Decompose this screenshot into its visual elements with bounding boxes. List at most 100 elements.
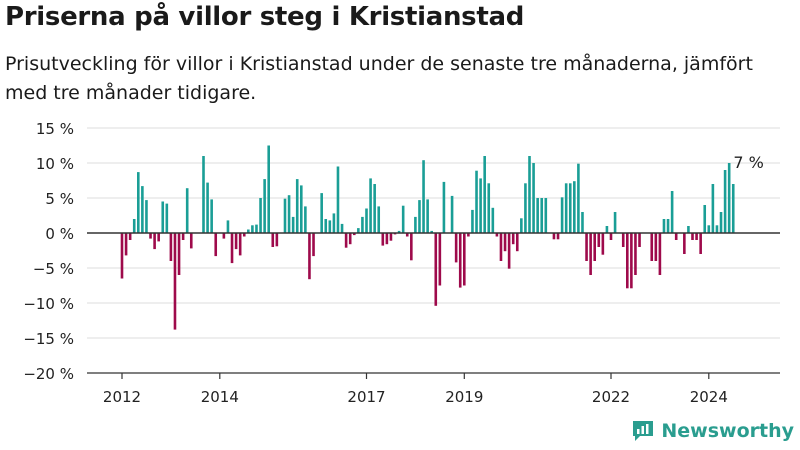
bar [597, 233, 601, 247]
bar [450, 195, 454, 233]
bar [157, 233, 160, 242]
bar [666, 219, 670, 233]
bar [410, 233, 413, 261]
brand-name: Newsworthy [661, 420, 794, 442]
bar [683, 233, 686, 254]
x-tick-label: 2019 [445, 388, 483, 406]
bar [552, 233, 556, 240]
bar [585, 233, 588, 261]
x-tick-label: 2022 [592, 388, 630, 406]
bar [357, 228, 360, 233]
bar [124, 233, 128, 256]
bar [242, 233, 246, 237]
bar [528, 156, 531, 233]
bar [291, 216, 295, 233]
bar-chart: 15 %10 %5 %0 %−5 %−10 %−15 %−20 % 2012 20… [23, 120, 780, 406]
bar [361, 216, 364, 233]
bar [401, 205, 405, 233]
bar [255, 224, 258, 233]
bar [377, 206, 381, 233]
x-tick-label: 2017 [347, 388, 385, 406]
bar [626, 233, 629, 289]
bar [438, 233, 442, 286]
bar [731, 184, 735, 233]
bar [418, 200, 421, 233]
bar [300, 185, 303, 233]
bar [304, 206, 307, 233]
bar [132, 219, 136, 233]
bar [137, 172, 140, 233]
bar [573, 181, 576, 233]
bar [691, 233, 694, 240]
y-tick-label: −20 % [23, 365, 74, 383]
bar [483, 156, 486, 233]
bar [259, 198, 262, 233]
bar [397, 230, 401, 233]
bars [120, 145, 735, 330]
y-tick-label: 5 % [45, 190, 74, 208]
bar [577, 163, 580, 233]
bar [703, 205, 707, 233]
bar [336, 166, 340, 233]
x-axis: 2012 2014 2017 2019 2022 2024 [87, 372, 780, 406]
y-tick-label: 15 % [36, 120, 74, 138]
bar [149, 233, 152, 239]
bar [173, 233, 177, 330]
annotation-label: 7 % [733, 153, 763, 172]
bar [275, 233, 279, 247]
bar [430, 230, 433, 233]
bar [202, 156, 205, 233]
y-axis-labels: 15 % 10 % 5 % 0 % −5 % −10 % −15 % −20 % [23, 120, 74, 383]
bar [247, 229, 250, 233]
bar [654, 233, 658, 261]
bar [536, 198, 539, 233]
bar [707, 225, 711, 233]
bar [287, 195, 291, 233]
bar [210, 199, 213, 233]
bar [295, 179, 299, 233]
bar [511, 233, 515, 245]
bar [609, 233, 613, 240]
bar [568, 183, 572, 233]
bar [699, 233, 702, 254]
bar [267, 145, 270, 233]
bar [463, 233, 466, 286]
bar [556, 233, 560, 240]
bar [479, 178, 482, 233]
bar [185, 188, 189, 233]
bar [320, 193, 323, 233]
y-tick-label: 0 % [45, 225, 74, 243]
bar [426, 199, 429, 233]
bar [381, 233, 385, 246]
bar [674, 233, 678, 240]
x-tick-label: 2012 [103, 388, 141, 406]
bar [695, 233, 698, 240]
grid-lines [87, 127, 780, 374]
bar [723, 170, 727, 233]
bar [495, 233, 499, 237]
bar [389, 233, 393, 241]
x-tick-label: 2024 [690, 388, 728, 406]
bar [181, 233, 185, 240]
bar [467, 233, 470, 237]
bar [251, 225, 254, 233]
bar [581, 212, 584, 233]
bar [352, 233, 356, 236]
bar [348, 233, 352, 245]
chart-title: Priserna på villor steg i Kristianstad [5, 2, 525, 32]
bar [589, 233, 592, 275]
bar [145, 200, 148, 233]
bar [328, 220, 332, 233]
bar [369, 178, 372, 233]
annotation-layer: 7 % [733, 153, 763, 172]
bar [524, 183, 527, 233]
y-tick-label: −10 % [23, 295, 74, 313]
bar [515, 233, 519, 252]
bar [161, 201, 165, 233]
chart-subtitle: Prisutveckling för villor i Kristianstad… [5, 53, 753, 104]
bar [719, 212, 723, 233]
bar [507, 233, 511, 269]
bar [532, 163, 535, 233]
bar [283, 198, 287, 233]
bar [263, 179, 266, 233]
